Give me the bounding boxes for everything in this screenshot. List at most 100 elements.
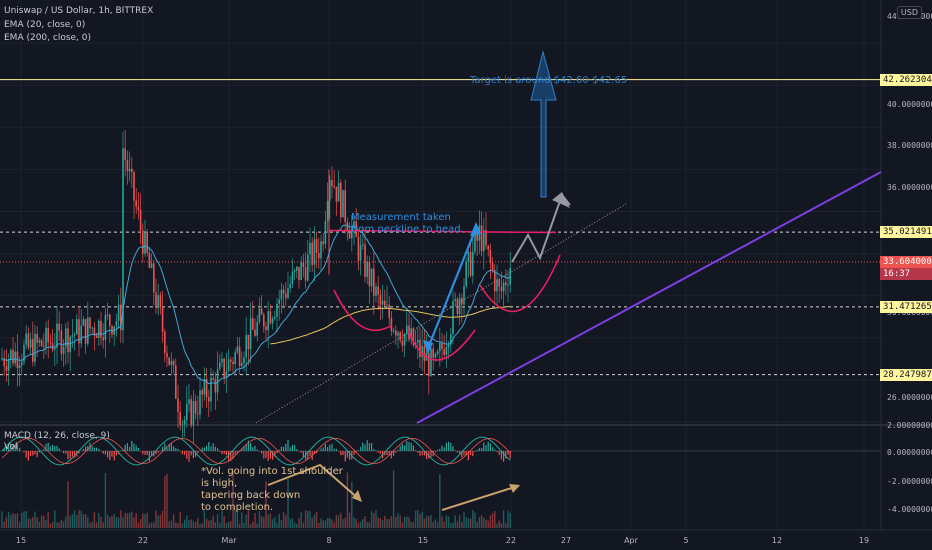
candle-body <box>307 254 309 281</box>
candle-body <box>436 351 439 355</box>
macd-histogram-bar <box>43 448 45 451</box>
candle-body <box>351 228 353 239</box>
candle-body <box>150 263 153 268</box>
candle-body <box>322 241 324 245</box>
volume-bar <box>300 511 302 528</box>
candle-body <box>214 379 217 393</box>
volume-bar <box>307 510 309 528</box>
head-arc <box>407 329 476 361</box>
candle-body <box>293 270 296 272</box>
projection-arrow-head <box>552 192 570 208</box>
macd-histogram-bar <box>357 450 359 451</box>
candle-body <box>353 221 355 229</box>
volume-bar <box>399 515 401 528</box>
volume-bar <box>298 517 300 528</box>
ema200-legend: EMA (200, close, 0) <box>4 33 92 43</box>
candle-body <box>485 230 487 246</box>
macd-histogram-bar <box>190 451 192 456</box>
macd-histogram-bar <box>208 442 210 451</box>
volume-bar <box>285 515 287 528</box>
volume-bar <box>432 521 434 528</box>
volume-bar <box>51 521 54 528</box>
volume-bar <box>65 516 67 528</box>
currency-badge[interactable]: USD <box>896 6 922 19</box>
candle-body <box>62 346 65 354</box>
volume-bar <box>309 510 311 528</box>
macd-histogram-bar <box>173 446 175 451</box>
macd-histogram-bar <box>456 451 458 453</box>
macd-histogram-bar <box>459 451 461 454</box>
neckline <box>328 229 557 234</box>
volume-bar <box>392 470 395 528</box>
candle-body <box>430 348 432 376</box>
candle-body <box>205 378 208 398</box>
candle-body <box>153 263 155 293</box>
macd-histogram-bar <box>120 450 122 451</box>
macd-histogram-bar <box>137 447 139 451</box>
volume-bar <box>342 519 344 528</box>
macd-histogram-bar <box>397 449 399 451</box>
price-axis-tick: 40.00000000 <box>887 100 932 109</box>
macd-histogram-bar <box>241 448 243 451</box>
macd-histogram-bar <box>329 444 331 451</box>
macd-histogram-bar <box>177 448 179 451</box>
candle-body <box>27 333 30 348</box>
volume-bar <box>337 515 340 528</box>
macd-histogram-bar <box>408 442 410 451</box>
candle-body <box>128 168 131 172</box>
volume-bar <box>245 514 247 528</box>
macd-histogram-bar <box>122 449 124 451</box>
volume-arrow-down <box>267 463 361 501</box>
macd-histogram-bar <box>245 444 247 451</box>
volume-bar <box>274 517 276 528</box>
candle-body <box>49 342 52 344</box>
candle-body <box>144 232 146 254</box>
macd-histogram-bar <box>261 451 263 454</box>
volume-bar <box>505 523 507 528</box>
price-tag: 42.26230406 <box>880 73 932 86</box>
macd-axis-tick: 0.00000000 <box>887 448 932 457</box>
candle-body <box>93 327 96 336</box>
candle-body <box>146 232 148 253</box>
candle-body <box>157 295 159 308</box>
macd-histogram-bar <box>338 451 340 452</box>
candle-body <box>348 231 351 239</box>
macd-histogram-bar <box>395 451 397 453</box>
macd-histogram-bar <box>368 443 370 451</box>
volume-bar <box>267 514 269 528</box>
candle-body <box>201 390 203 395</box>
volume-bar <box>192 521 195 528</box>
volume-bar <box>91 521 93 528</box>
macd-histogram-bar <box>415 450 417 451</box>
candle-body <box>500 286 503 292</box>
volume-bar <box>47 512 49 528</box>
volume-bar <box>370 511 373 528</box>
macd-histogram-bar <box>384 451 386 456</box>
volume-bar <box>18 522 21 528</box>
macd-histogram-bar <box>91 446 93 451</box>
macd-histogram-bar <box>36 451 38 458</box>
volume-bar <box>461 522 463 528</box>
macd-histogram-bar <box>489 443 491 451</box>
candle-body <box>40 340 43 347</box>
candle-body <box>47 327 49 343</box>
candle-body <box>190 399 192 426</box>
candles <box>1 130 511 444</box>
candle-body <box>161 307 164 332</box>
candle-body <box>139 210 142 231</box>
candle-body <box>384 300 386 306</box>
time-axis-tick: 15 <box>418 536 428 545</box>
macd-histogram-bar <box>472 451 474 457</box>
macd-histogram-bar <box>340 451 342 456</box>
candle-body <box>223 358 225 378</box>
macd-histogram-bar <box>133 443 135 451</box>
candle-body <box>469 251 472 276</box>
candle-body <box>392 330 395 332</box>
candle-body <box>164 331 166 353</box>
macd-histogram-bar <box>32 451 34 456</box>
candle-body <box>38 340 41 343</box>
left-shoulder-arc <box>333 289 393 332</box>
macd-histogram-bar <box>294 445 296 451</box>
candle-body <box>227 359 230 372</box>
